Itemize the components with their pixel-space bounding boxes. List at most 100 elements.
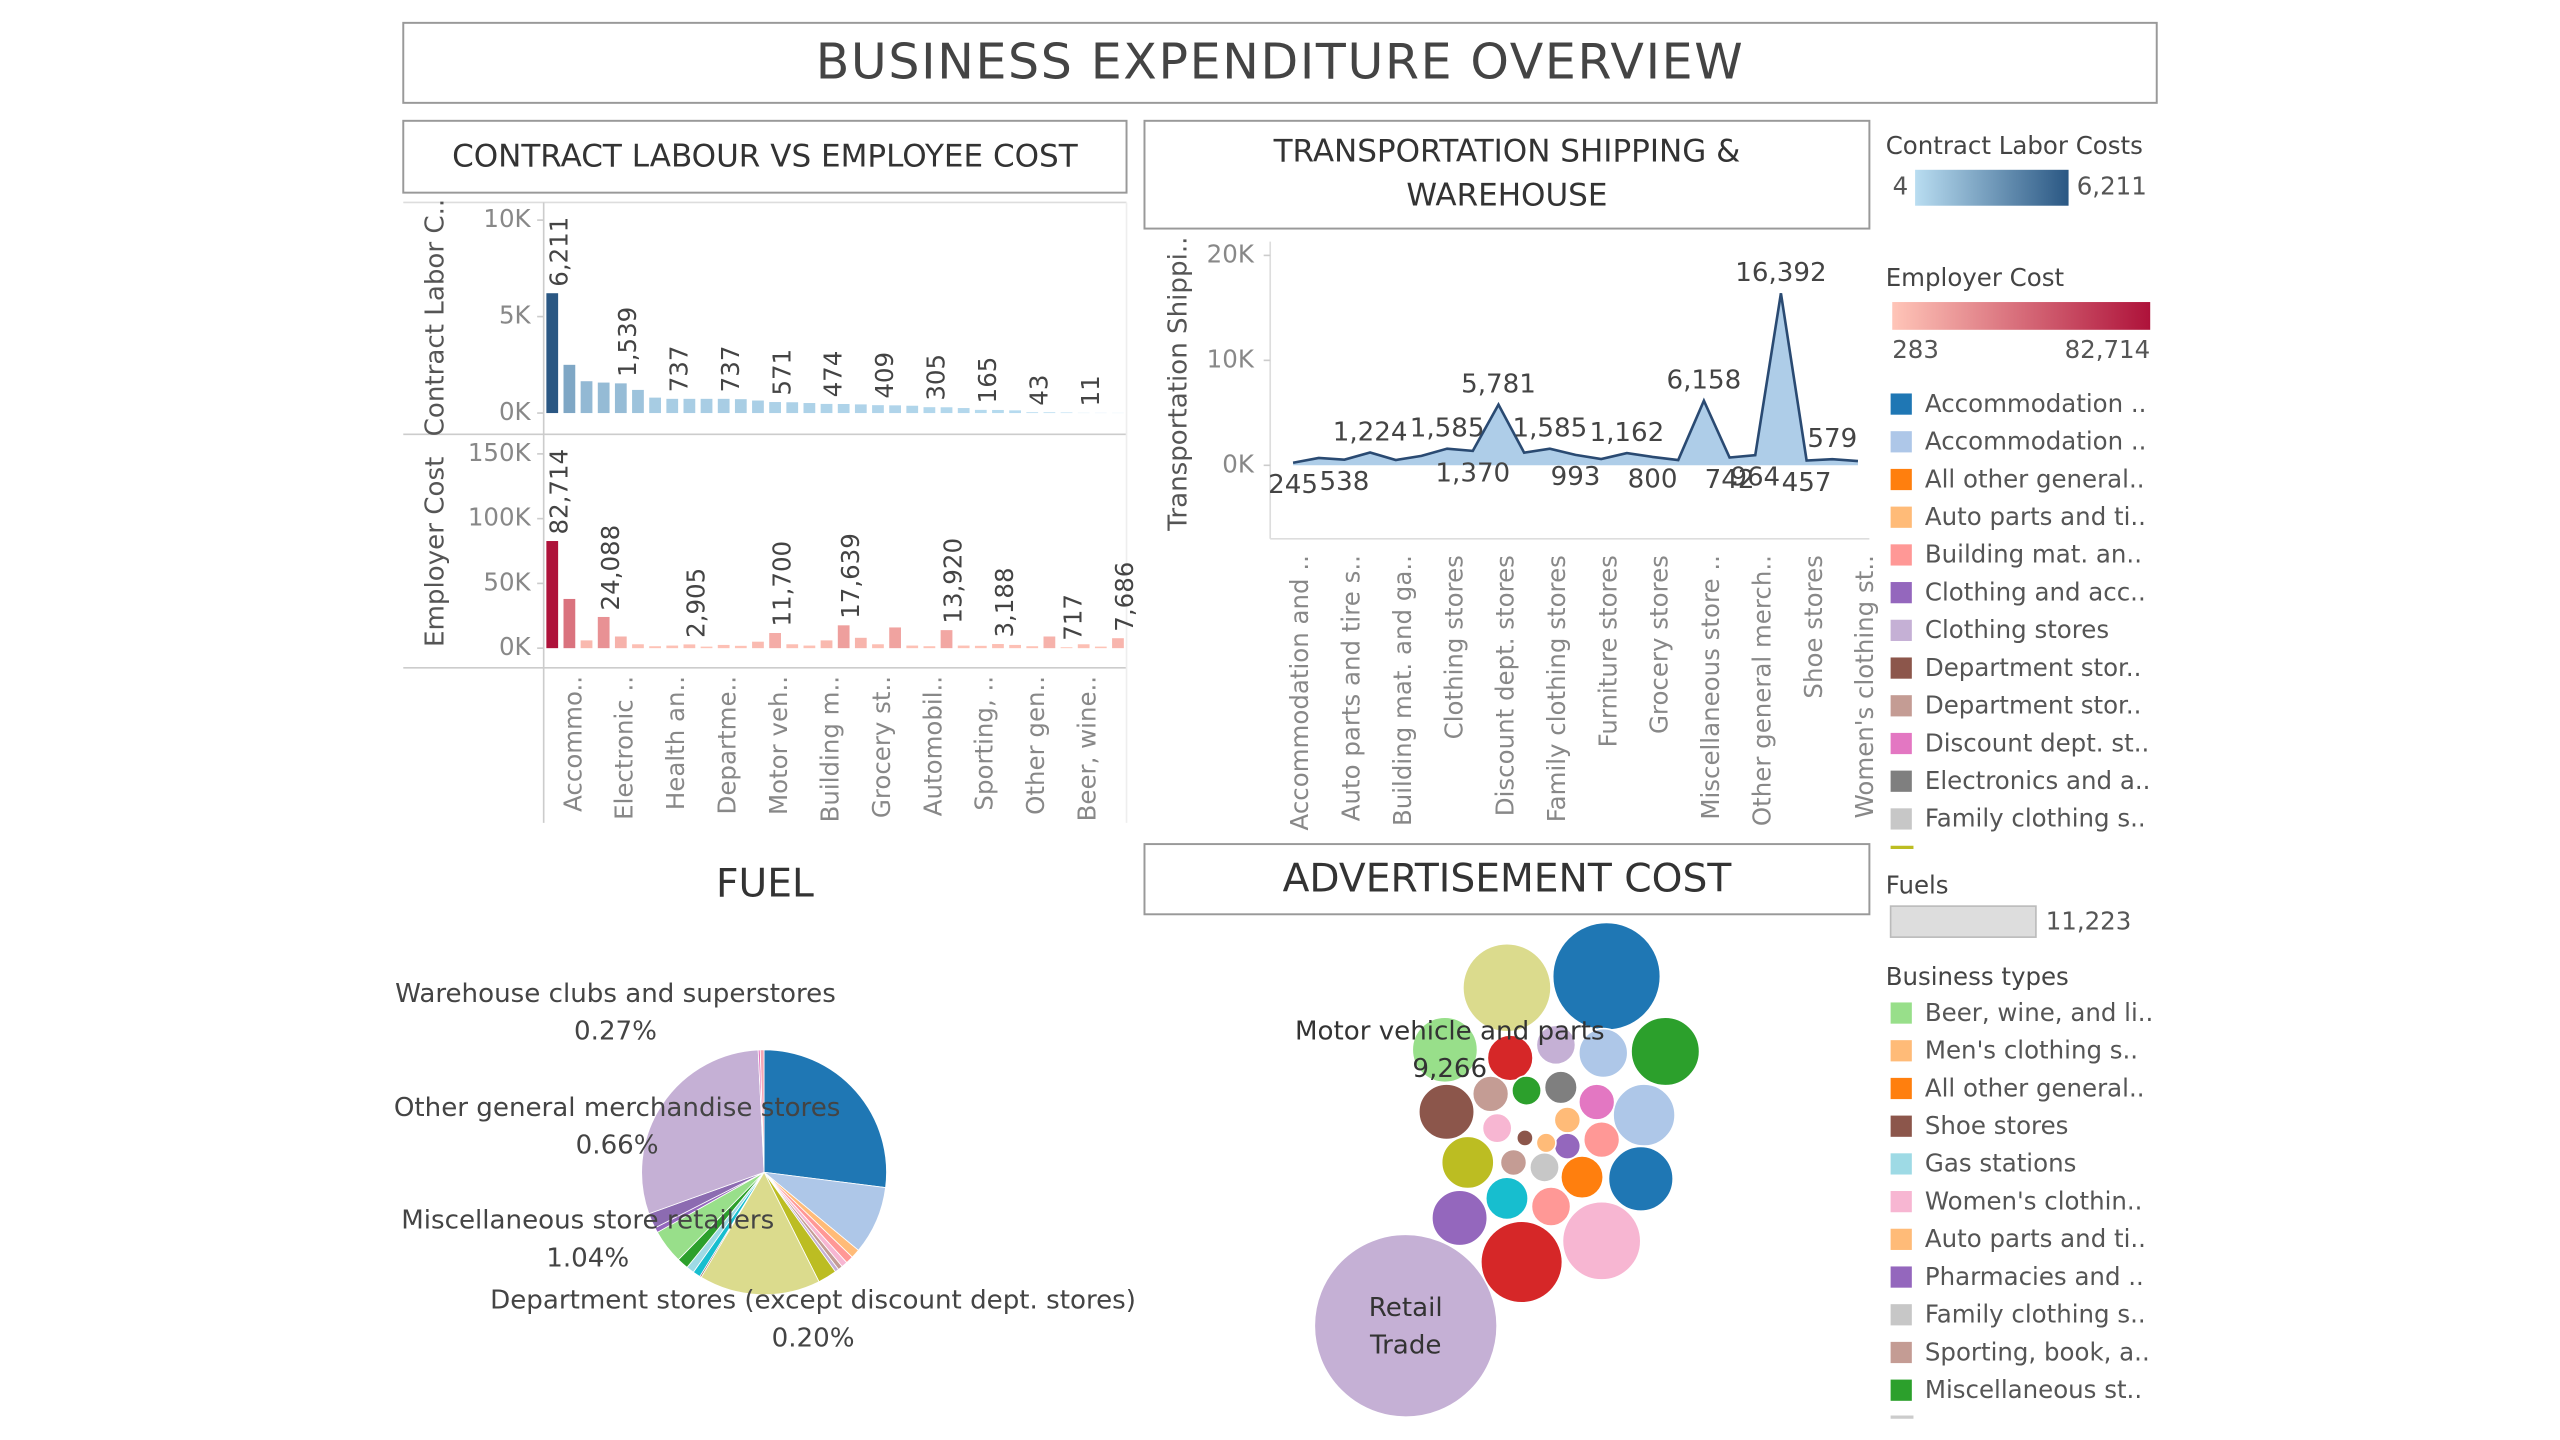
bar	[1009, 644, 1021, 649]
bar	[786, 402, 799, 414]
x-tick-label: Beer, wine..	[1073, 676, 1102, 821]
bar	[1077, 644, 1090, 649]
bar	[632, 644, 644, 649]
size-bar	[1889, 905, 2037, 938]
legend-label: Discount dept. st..	[1925, 728, 2149, 757]
x-tick-label: Accommo..	[558, 676, 587, 812]
legend-swatch	[1890, 1115, 1912, 1137]
x-tick-label: Grocery st..	[867, 676, 896, 818]
bar	[992, 409, 1004, 414]
legend-swatch	[1890, 1341, 1912, 1364]
color-ramp	[1915, 169, 2069, 206]
legend-label: Auto parts and ti..	[1925, 1224, 2146, 1253]
title-holder: FUEL	[716, 861, 814, 907]
x-tick-label: Furniture stores	[1593, 555, 1622, 747]
pie-slice	[700, 1171, 820, 1296]
bar	[752, 641, 764, 649]
legend-title: Contract Labor Costs	[1886, 131, 2143, 160]
legend-swatch	[1890, 506, 1912, 528]
bar	[1026, 646, 1039, 649]
bubble	[1431, 1189, 1489, 1247]
bubble	[1607, 1145, 1674, 1212]
x-tick-label: Motor veh..	[764, 676, 793, 815]
bar	[717, 398, 730, 414]
area	[1293, 293, 1858, 466]
bubble	[1535, 1024, 1577, 1066]
value-label: 1,224	[1333, 417, 1408, 447]
bar	[666, 398, 679, 414]
legend-label: Pharmacies and ..	[1925, 1262, 2144, 1291]
bar	[786, 644, 799, 649]
x-tick-label: Auto parts and tire s..	[1337, 555, 1366, 821]
x-tick-label: Miscellaneous store ..	[1696, 555, 1725, 820]
legend-swatch	[1890, 732, 1912, 755]
legend-swatch	[1890, 582, 1912, 604]
bar	[632, 389, 644, 414]
chart-title: CONTRACT LABOUR VS EMPLOYEE COST	[452, 138, 1078, 175]
value-label: 474	[819, 351, 848, 398]
chart-title: ADVERTISEMENT COST	[1282, 855, 1732, 901]
bar	[1112, 638, 1124, 649]
bubble	[1471, 1075, 1510, 1113]
value-label: 457	[1782, 468, 1832, 498]
legend-title: Employer Cost	[1886, 263, 2065, 292]
bar	[683, 644, 696, 649]
legend-swatch	[1890, 1002, 1912, 1024]
value-label: 409	[870, 352, 899, 399]
x-tick-label: Women's clothing st..	[1850, 555, 1879, 818]
bar	[974, 409, 987, 414]
y-tick-label: 20K	[1207, 239, 1255, 268]
bar	[854, 637, 867, 649]
value-label: 24,088	[596, 525, 625, 611]
x-tick-label: Building m..	[815, 676, 844, 822]
bar	[872, 644, 884, 649]
legend-min: 4	[1893, 172, 1909, 201]
legend-swatch	[1890, 1228, 1912, 1250]
bubble	[1577, 1083, 1616, 1121]
bubble	[1528, 1151, 1560, 1183]
x-tick-label: Departme..	[713, 676, 742, 815]
legend-swatch	[1890, 695, 1912, 717]
legend-min: 283	[1892, 335, 1939, 364]
legend-label: Men's clothing s..	[1925, 1036, 2138, 1065]
legend-label: Clothing and acc..	[1925, 577, 2146, 606]
bar	[974, 645, 987, 649]
legend-label: Family clothing s..	[1925, 1300, 2146, 1329]
legend-label: Family clothing s..	[1925, 804, 2146, 833]
bar	[666, 645, 679, 649]
bubble	[1543, 1070, 1578, 1105]
bar	[820, 640, 833, 649]
bar	[769, 633, 781, 649]
bubble	[1612, 1083, 1676, 1147]
y-tick-label: 0K	[499, 397, 532, 426]
bar	[700, 646, 713, 649]
bar	[717, 644, 730, 649]
slice-label: Department stores (except discount dept.…	[490, 1286, 1136, 1316]
bar	[597, 382, 610, 414]
legend-swatch	[1890, 1077, 1912, 1100]
x-tick-label: Grocery stores	[1645, 555, 1674, 734]
legend-label: Clothing stores	[1925, 615, 2109, 644]
value-label: 800	[1628, 464, 1678, 494]
chart-title: TRANSPORTATION SHIPPING & WAREHOUSE	[1273, 134, 1741, 214]
legend-swatch	[1890, 1040, 1912, 1062]
bar	[803, 645, 816, 649]
y-axis-label: Transportation Shippi..	[1163, 237, 1193, 532]
y-tick-label: 100K	[468, 503, 532, 532]
slice-label: Miscellaneous store retailers	[401, 1206, 774, 1236]
value-label: 1,585	[1410, 414, 1485, 444]
bar	[580, 640, 593, 649]
bubble	[1313, 1233, 1498, 1418]
legend-swatch	[1890, 657, 1912, 679]
line	[1292, 293, 1859, 465]
bubble-label: Retail Trade	[1368, 1291, 1443, 1360]
bubble	[1440, 1135, 1495, 1190]
color-ramp	[1892, 302, 2151, 330]
legend-label: Electronics and a..	[1925, 766, 2150, 795]
value-label: 964	[1730, 463, 1780, 493]
slice-value: 0.66%	[576, 1131, 659, 1161]
legend-value: 11,223	[2046, 906, 2132, 935]
title-holder: CONTRACT LABOUR VS EMPLOYEE COST	[452, 138, 1078, 175]
legend-swatch	[1890, 1153, 1912, 1175]
